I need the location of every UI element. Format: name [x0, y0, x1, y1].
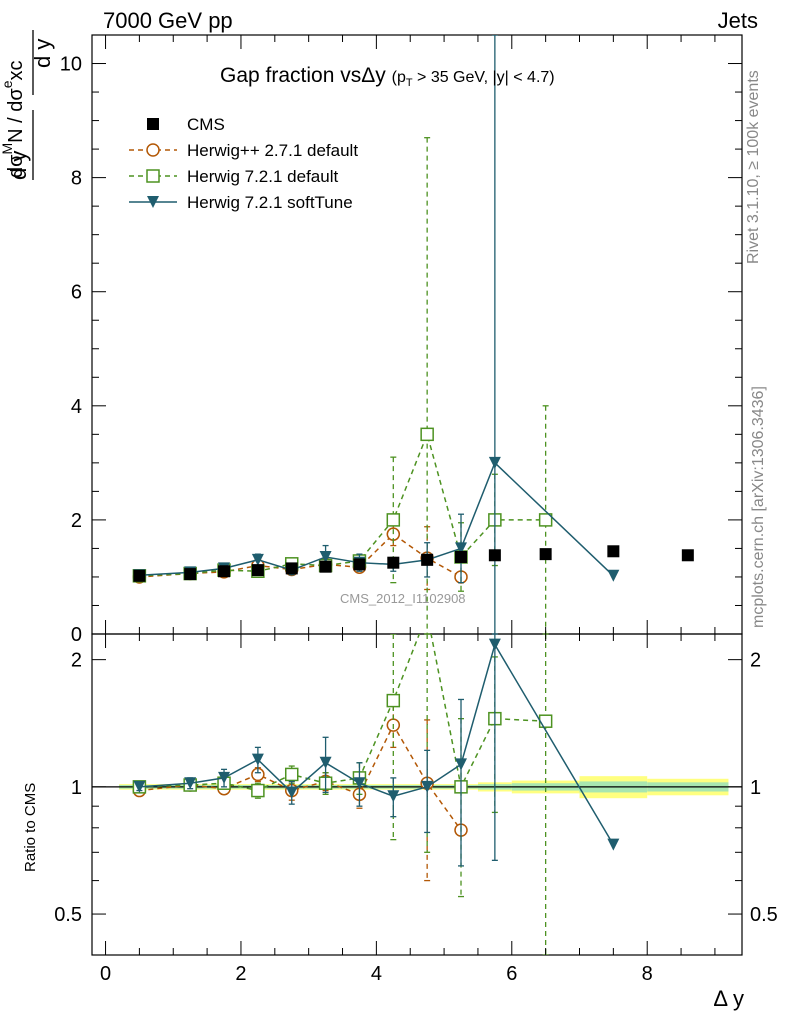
series-ratio-herwig-7-2-1-default: [132, 634, 553, 955]
series-line: [139, 642, 614, 845]
y-tick-label: 10: [60, 54, 82, 76]
ratio-axis-label: Ratio to CMS: [22, 782, 39, 872]
ratio-tick-label: 1: [750, 777, 761, 799]
legend-label: CMS: [187, 115, 225, 134]
data-point: [218, 565, 231, 578]
data-point: [184, 568, 197, 581]
data-point: [285, 786, 298, 799]
series-ratio-herwig-7-2-1-softtune: [133, 634, 620, 867]
y-tick-label: 0: [71, 624, 82, 646]
ratio-tick-label: 1: [71, 777, 82, 799]
legend-marker: [146, 143, 160, 157]
y-tick-label: 8: [71, 168, 82, 190]
rivet-version-label: Rivet 3.1.10, ≥ 100k events: [745, 70, 762, 264]
legend-marker: [146, 169, 160, 183]
data-point: [353, 558, 366, 571]
chart-subtitle: (pT > 35 GeV, |y| < 4.7): [391, 69, 555, 90]
legend-item: CMS: [147, 115, 225, 134]
data-point: [319, 756, 332, 769]
legend-marker: [147, 118, 159, 130]
x-tick-label: 8: [642, 963, 653, 985]
data-point: [284, 767, 299, 782]
x-tick-label: 2: [235, 963, 246, 985]
data-point: [455, 550, 468, 563]
data-point: [488, 456, 501, 469]
x-tick-label: 4: [371, 963, 382, 985]
x-tick-label: 6: [506, 963, 517, 985]
series-line: [139, 634, 546, 792]
data-point: [421, 553, 434, 566]
data-point: [319, 560, 332, 573]
data-point: [386, 693, 401, 708]
data-point: [387, 556, 400, 569]
x-tick-label: 0: [100, 963, 111, 985]
data-point: [319, 550, 332, 563]
data-point: [387, 790, 400, 803]
legend-label: Herwig 7.2.1 softTune: [187, 193, 353, 212]
legend-label: Herwig++ 2.7.1 default: [187, 141, 358, 160]
series-line: [139, 533, 462, 578]
data-point: [184, 777, 197, 790]
series-line: [139, 431, 546, 577]
ratio-tick-label: 0.5: [54, 904, 82, 926]
data-point: [133, 569, 146, 582]
data-point: [539, 548, 552, 561]
svg-text:dσMN / dσexc: dσMN / dσexc: [0, 60, 27, 178]
series-ratio-herwig-2-7-1-default: [132, 704, 468, 882]
y-tick-label: 6: [71, 282, 82, 304]
series-main-cms: [133, 545, 694, 582]
ratio-tick-label: 2: [750, 650, 761, 672]
data-point: [681, 549, 694, 562]
data-point: [455, 542, 468, 555]
mcplots-label: mcplots.cern.ch [arXiv:1306.3436]: [750, 386, 767, 628]
ratio-plot-frame: [91, 633, 743, 956]
y-tick-label: 2: [71, 510, 82, 532]
legend-item: Herwig++ 2.7.1 default: [129, 141, 358, 160]
chart-title: Gap fraction vsΔy (pT > 35 GeV, |y| < 4.…: [220, 64, 555, 89]
data-point: [538, 513, 553, 527]
chart-title-main: Gap fraction vsΔy: [220, 64, 386, 87]
data-point: [420, 427, 434, 442]
data-point: [133, 780, 146, 793]
y-axis-label-denominator: d y: [6, 151, 31, 180]
data-point: [488, 638, 501, 651]
data-point: [251, 564, 264, 577]
legend-marker: [147, 196, 159, 208]
y-axis-label-denominator: d y: [30, 39, 55, 68]
data-point: [455, 758, 468, 771]
data-point: [538, 714, 553, 728]
data-point: [607, 545, 620, 558]
ratio-tick-label: 2: [71, 650, 82, 672]
data-point: [386, 513, 401, 527]
data-point: [218, 771, 231, 784]
data-point: [607, 569, 620, 582]
data-point: [353, 777, 366, 790]
legend-item: Herwig 7.2.1 softTune: [129, 193, 353, 212]
watermark: CMS_2012_I1102908: [340, 591, 466, 606]
data-point: [251, 783, 265, 798]
data-point: [488, 549, 501, 562]
y-axis-label: dσMN / dσexc d y d y: [0, 30, 55, 180]
process-label: Jets: [717, 8, 758, 33]
data-point: [251, 753, 264, 766]
x-axis-label: Δ y: [713, 986, 744, 1011]
y-tick-label: 4: [71, 396, 82, 418]
data-point: [421, 780, 434, 793]
legend-item: Herwig 7.2.1 default: [129, 167, 338, 186]
data-point: [285, 562, 298, 575]
ratio-tick-label: 0.5: [750, 904, 778, 926]
data-point: [251, 553, 264, 566]
energy-label: 7000 GeV pp: [103, 8, 233, 33]
legend-label: Herwig 7.2.1 default: [187, 167, 338, 186]
data-point: [607, 838, 620, 851]
